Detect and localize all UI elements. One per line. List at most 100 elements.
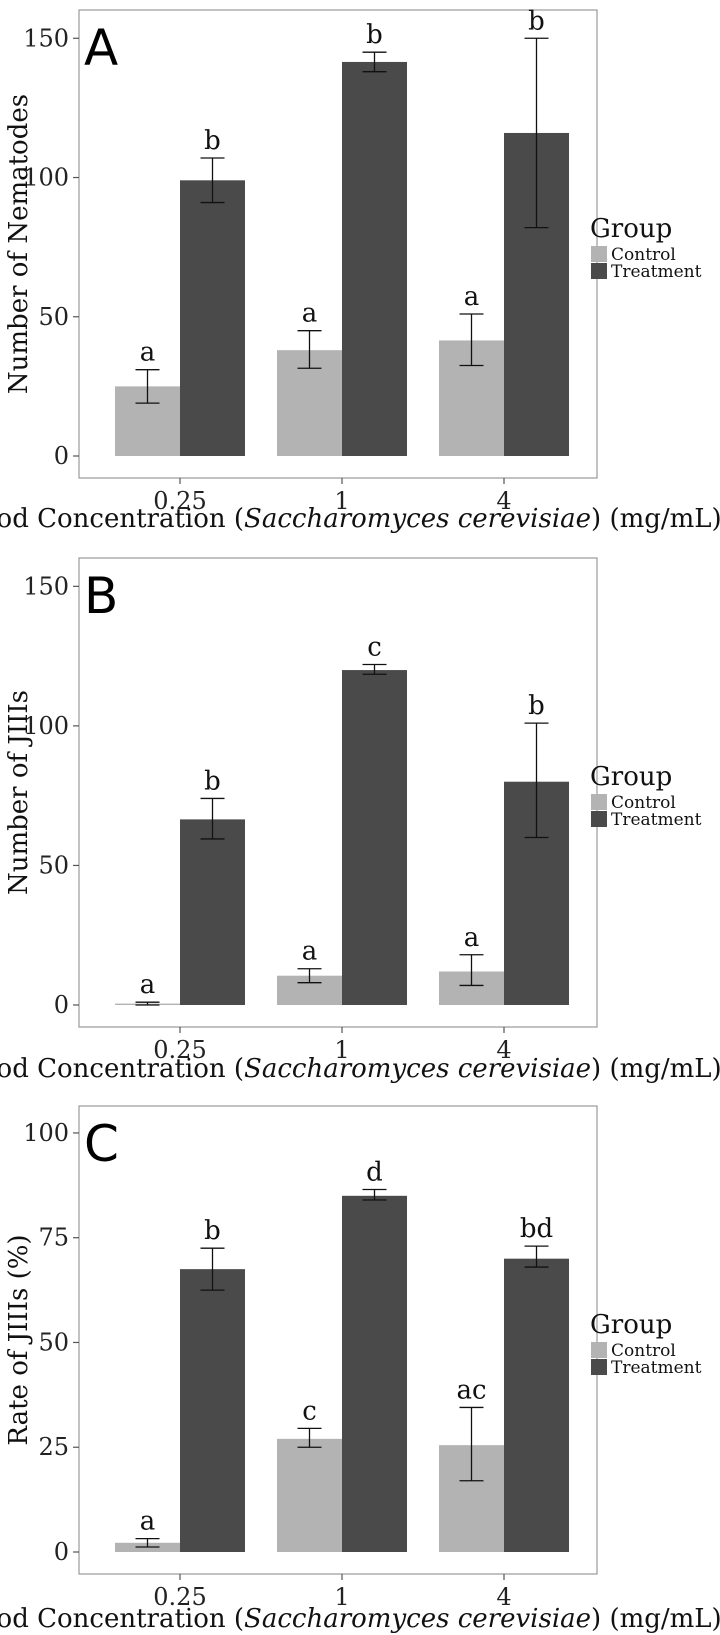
panel-label: B	[84, 567, 118, 625]
plot-frame	[78, 557, 598, 1028]
x-axis-title-part: Saccharomyces cerevisiae	[244, 504, 591, 534]
significance-letter: ac	[456, 1375, 486, 1405]
legend-label-control: Control	[611, 793, 676, 813]
bar-treatment-4	[504, 1258, 569, 1552]
x-tick-label: 0.25	[153, 1583, 206, 1611]
legend-swatch-control	[591, 246, 607, 262]
panel-label: A	[84, 19, 118, 77]
legend-swatch-treatment	[591, 263, 607, 279]
significance-letter: b	[204, 766, 221, 796]
panel-label: C	[84, 1115, 119, 1173]
significance-letter: a	[464, 923, 480, 953]
legend-swatch-treatment	[591, 1359, 607, 1375]
y-tick-label: 50	[38, 1328, 69, 1356]
y-tick-label: 150	[23, 24, 69, 52]
bar-treatment-1	[342, 670, 407, 1005]
error-bar	[297, 968, 322, 984]
legend-swatch-control	[591, 1342, 607, 1358]
significance-letter: b	[528, 6, 545, 36]
error-bar	[200, 157, 225, 204]
y-tick-label: 25	[38, 1433, 69, 1461]
significance-letter: b	[366, 20, 383, 50]
error-bar	[200, 797, 225, 840]
y-tick-label: 50	[38, 851, 69, 879]
error-bar	[362, 663, 387, 675]
error-bar	[524, 722, 549, 839]
plot-frame	[78, 1105, 598, 1575]
error-bar	[135, 369, 160, 404]
x-axis-title-part: ) (mg/mL)	[591, 1054, 720, 1084]
legend-label-control: Control	[611, 1341, 676, 1361]
bar-treatment-1	[342, 61, 407, 456]
x-tick-label: 4	[496, 1583, 511, 1611]
y-tick-label: 100	[23, 1119, 69, 1147]
y-tick-label: 75	[38, 1224, 69, 1252]
significance-letter: bd	[520, 1214, 553, 1244]
y-tick-label: 100	[23, 712, 69, 740]
significance-letter: a	[140, 338, 156, 368]
x-tick-label: 0.25	[153, 1036, 206, 1064]
y-tick-label: 100	[23, 164, 69, 192]
y-tick-label: 50	[38, 303, 69, 331]
bar-treatment-0.25	[180, 180, 245, 456]
x-axis-title-part: Saccharomyces cerevisiae	[244, 1604, 591, 1634]
bar-treatment-1	[342, 1195, 407, 1552]
significance-letter: b	[204, 1216, 221, 1246]
x-tick-label: 0.25	[153, 487, 206, 515]
legend-label-treatment: Treatment	[611, 262, 702, 282]
x-axis-title-part: Food Concentration (	[0, 504, 244, 534]
error-bar	[362, 51, 387, 73]
y-axis-title: Number of Nematodes	[4, 94, 34, 394]
x-tick-label: 1	[334, 1583, 349, 1611]
x-tick-label: 1	[334, 1036, 349, 1064]
x-tick-label: 1	[334, 487, 349, 515]
error-bar	[135, 1001, 160, 1006]
bar-control-1	[277, 1438, 342, 1552]
significance-letter: c	[367, 632, 382, 662]
x-axis-title-part: ) (mg/mL)	[591, 504, 720, 534]
error-bar	[200, 1247, 225, 1291]
plot-frame	[78, 9, 598, 479]
legend-title: Group	[590, 214, 672, 244]
significance-letter: a	[140, 1507, 156, 1537]
error-bar	[524, 1245, 549, 1268]
error-bar	[362, 1188, 387, 1201]
x-axis-title-part: Food Concentration (	[0, 1054, 244, 1084]
significance-letter: b	[528, 691, 545, 721]
y-tick-label: 0	[54, 1538, 69, 1566]
legend-label-treatment: Treatment	[611, 810, 702, 830]
panel-a: 0 50 100 150 0.25 1 4 a a a b b b A Number of Nematode…	[0, 6, 720, 534]
legend-title: Group	[590, 1310, 672, 1340]
legend-swatch-treatment	[591, 811, 607, 827]
significance-letter: c	[302, 1396, 317, 1426]
x-axis-title: Food Concentration (Saccharomyces cerevi…	[0, 1604, 720, 1634]
error-bar	[459, 954, 484, 987]
significance-letter: b	[204, 126, 221, 156]
y-tick-label: 0	[54, 442, 69, 470]
legend-title: Group	[590, 762, 672, 792]
y-tick-label: 150	[23, 572, 69, 600]
y-axis-title: Rate of JIIIs (%)	[4, 1234, 34, 1445]
significance-letter: a	[464, 282, 480, 312]
significance-letter: a	[302, 937, 318, 967]
significance-letter: a	[302, 299, 318, 329]
legend-label-treatment: Treatment	[611, 1358, 702, 1378]
bar-treatment-0.25	[180, 819, 245, 1005]
x-tick-label: 4	[496, 1036, 511, 1064]
x-axis-title-part: Food Concentration (	[0, 1604, 244, 1634]
x-tick-label: 4	[496, 487, 511, 515]
significance-letter: a	[140, 970, 156, 1000]
panel-b: 0 50 100 150 0.25 1 4 a a a b c b B Number of JIIIs Foo…	[0, 557, 720, 1084]
legend-swatch-control	[591, 794, 607, 810]
x-axis-title: Food Concentration (Saccharomyces cerevi…	[0, 504, 720, 534]
error-bar	[459, 1406, 484, 1482]
error-bar	[459, 313, 484, 367]
bar-treatment-0.25	[180, 1269, 245, 1552]
y-axis-title: Number of JIIIs	[4, 690, 34, 895]
x-axis-title: Food Concentration (Saccharomyces cerevi…	[0, 1054, 720, 1084]
